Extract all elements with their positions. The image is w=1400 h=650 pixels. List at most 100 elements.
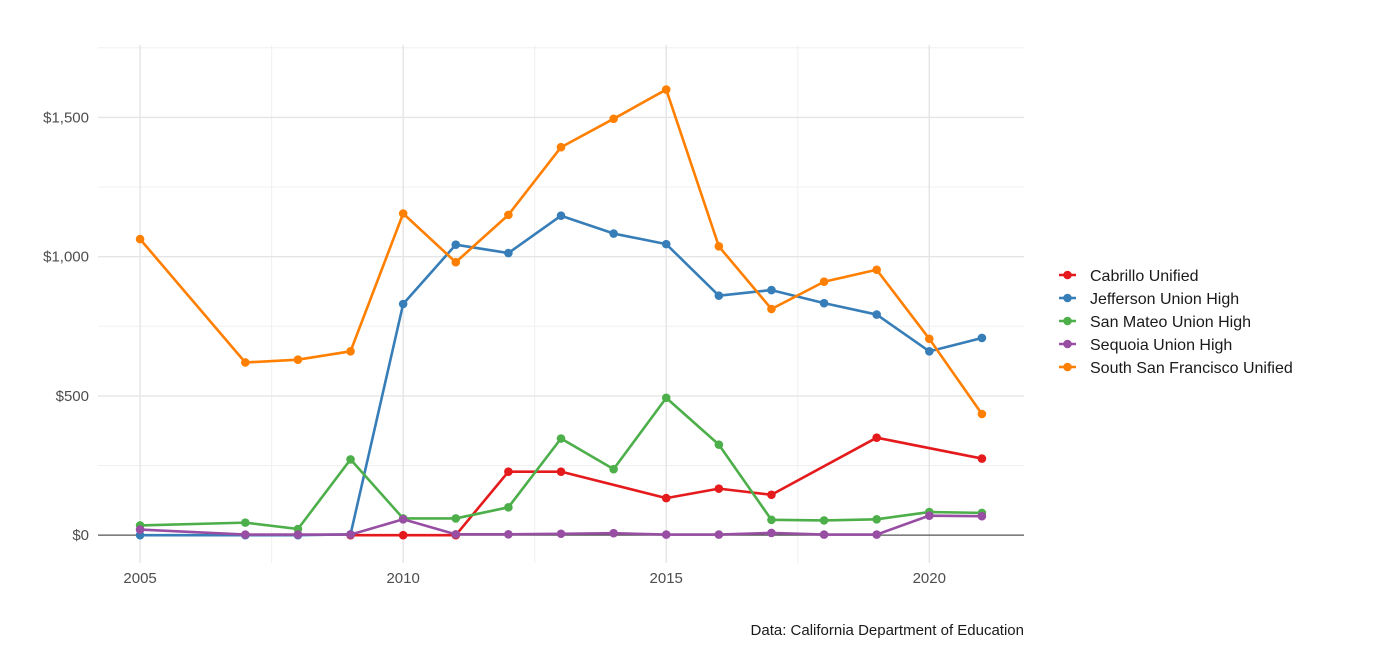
legend-item: Jefferson Union High xyxy=(1059,291,1239,308)
data-point xyxy=(661,530,671,539)
data-point xyxy=(346,530,355,539)
data-point xyxy=(504,530,513,539)
data-point xyxy=(398,514,408,524)
data-point xyxy=(556,467,566,476)
series-line xyxy=(138,214,984,537)
data-point xyxy=(872,433,881,442)
data-point xyxy=(609,114,618,124)
legend-item: South San Francisco Unified xyxy=(1059,360,1293,377)
data-point xyxy=(819,298,829,308)
data-point xyxy=(714,242,724,251)
x-axis-tick-labels: 2005 2010 2015 2020 xyxy=(123,570,946,587)
data-point xyxy=(767,304,776,314)
data-point xyxy=(924,334,934,344)
y-tick-label: $0 xyxy=(72,527,89,544)
x-tick-label: 2005 xyxy=(123,570,156,587)
data-point xyxy=(924,347,934,356)
series-line xyxy=(349,436,984,537)
data-point xyxy=(977,333,987,343)
data-point xyxy=(504,210,513,220)
series-points xyxy=(135,85,987,540)
data-point xyxy=(872,530,881,539)
data-point xyxy=(451,530,461,539)
data-point xyxy=(556,211,566,221)
data-point xyxy=(661,239,671,249)
data-point xyxy=(661,493,671,503)
x-tick-label: 2020 xyxy=(913,570,946,587)
data-point xyxy=(346,455,355,464)
legend-point-key xyxy=(1063,362,1072,372)
data-point xyxy=(767,490,776,500)
data-point xyxy=(556,434,566,443)
data-point xyxy=(241,518,250,527)
data-point xyxy=(872,514,881,524)
data-point xyxy=(714,440,724,449)
minor-gridlines xyxy=(98,45,1024,563)
data-point xyxy=(767,285,776,295)
data-point xyxy=(714,530,724,539)
y-tick-label: $1,500 xyxy=(43,109,89,126)
data-point xyxy=(661,85,671,94)
legend-label: San Mateo Union High xyxy=(1090,314,1251,331)
data-point xyxy=(398,209,408,218)
data-point xyxy=(135,525,145,534)
data-point xyxy=(346,347,355,356)
legend: Cabrillo Unified Jefferson Union High San … xyxy=(1059,268,1293,377)
y-axis-tick-labels: $0 $500 $1,000 $1,500 xyxy=(43,109,89,544)
y-tick-label: $1,000 xyxy=(43,249,89,266)
data-point xyxy=(398,299,408,309)
major-gridlines xyxy=(98,45,1024,563)
data-point xyxy=(872,265,881,275)
data-point xyxy=(714,484,724,493)
data-point xyxy=(819,516,829,525)
series-lines xyxy=(138,88,984,537)
data-point xyxy=(609,229,618,238)
data-point xyxy=(135,234,145,244)
series-line xyxy=(138,88,984,416)
data-point xyxy=(819,277,829,287)
legend-point-key xyxy=(1063,339,1072,349)
data-point xyxy=(977,409,987,419)
data-point xyxy=(977,511,987,521)
data-point xyxy=(293,355,303,364)
legend-item: San Mateo Union High xyxy=(1059,314,1251,331)
chart-caption: Data: California Department of Education xyxy=(751,622,1024,639)
data-point xyxy=(556,529,566,539)
data-point xyxy=(609,464,618,474)
data-point xyxy=(661,393,671,403)
data-point xyxy=(977,454,987,463)
x-tick-label: 2010 xyxy=(386,570,419,587)
data-point xyxy=(556,142,566,152)
series-line xyxy=(138,396,984,531)
data-point xyxy=(872,310,881,319)
data-point xyxy=(609,528,618,538)
y-tick-label: $500 xyxy=(56,388,89,405)
data-point xyxy=(451,240,461,249)
legend-label: Jefferson Union High xyxy=(1090,291,1239,308)
legend-label: Cabrillo Unified xyxy=(1090,268,1199,285)
data-point xyxy=(293,530,303,539)
data-point xyxy=(451,514,461,523)
data-point xyxy=(767,528,776,538)
data-point xyxy=(767,515,776,525)
legend-item: Cabrillo Unified xyxy=(1059,268,1199,285)
legend-item: Sequoia Union High xyxy=(1059,337,1232,354)
data-point xyxy=(924,511,934,520)
data-point xyxy=(504,503,513,512)
series-line xyxy=(138,514,984,536)
legend-point-key xyxy=(1063,270,1072,280)
data-point xyxy=(504,248,513,258)
legend-point-key xyxy=(1063,316,1072,326)
legend-label: Sequoia Union High xyxy=(1090,337,1232,354)
data-point xyxy=(241,530,250,539)
x-tick-label: 2015 xyxy=(650,570,683,587)
data-point xyxy=(819,530,829,539)
data-point xyxy=(504,467,513,476)
legend-point-key xyxy=(1063,293,1072,303)
data-point xyxy=(714,291,724,300)
data-point xyxy=(398,530,408,540)
legend-label: South San Francisco Unified xyxy=(1090,360,1293,377)
data-point xyxy=(451,257,461,267)
data-point xyxy=(241,358,250,367)
